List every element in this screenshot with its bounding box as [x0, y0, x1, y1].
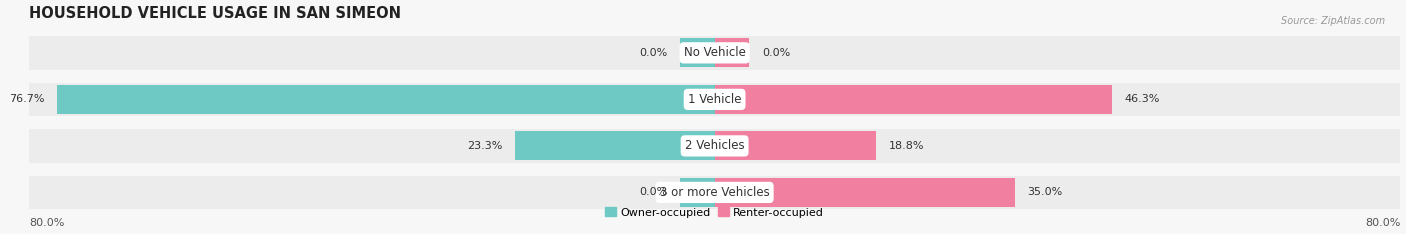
- Bar: [28, 83, 1400, 116]
- Bar: [714, 132, 876, 160]
- Bar: [28, 36, 1400, 69]
- Text: 0.0%: 0.0%: [640, 187, 668, 197]
- Text: 3 or more Vehicles: 3 or more Vehicles: [659, 186, 769, 199]
- Text: Source: ZipAtlas.com: Source: ZipAtlas.com: [1281, 16, 1385, 26]
- Text: 80.0%: 80.0%: [28, 219, 65, 228]
- Text: 23.3%: 23.3%: [467, 141, 502, 151]
- Legend: Owner-occupied, Renter-occupied: Owner-occupied, Renter-occupied: [600, 203, 828, 222]
- Text: 46.3%: 46.3%: [1125, 94, 1160, 104]
- Text: 80.0%: 80.0%: [1365, 219, 1400, 228]
- Bar: [28, 176, 1400, 209]
- Text: 1 Vehicle: 1 Vehicle: [688, 93, 741, 106]
- Bar: [28, 129, 1400, 163]
- Text: 18.8%: 18.8%: [889, 141, 924, 151]
- Bar: [515, 132, 714, 160]
- Bar: [714, 85, 1112, 114]
- Text: 0.0%: 0.0%: [640, 48, 668, 58]
- Text: No Vehicle: No Vehicle: [683, 46, 745, 59]
- Bar: [681, 178, 714, 207]
- Text: 35.0%: 35.0%: [1028, 187, 1063, 197]
- Text: 0.0%: 0.0%: [762, 48, 790, 58]
- Text: 2 Vehicles: 2 Vehicles: [685, 139, 744, 152]
- Bar: [714, 178, 1015, 207]
- Bar: [58, 85, 714, 114]
- Bar: [714, 38, 749, 67]
- Bar: [681, 38, 714, 67]
- Text: HOUSEHOLD VEHICLE USAGE IN SAN SIMEON: HOUSEHOLD VEHICLE USAGE IN SAN SIMEON: [28, 6, 401, 21]
- Text: 76.7%: 76.7%: [8, 94, 44, 104]
